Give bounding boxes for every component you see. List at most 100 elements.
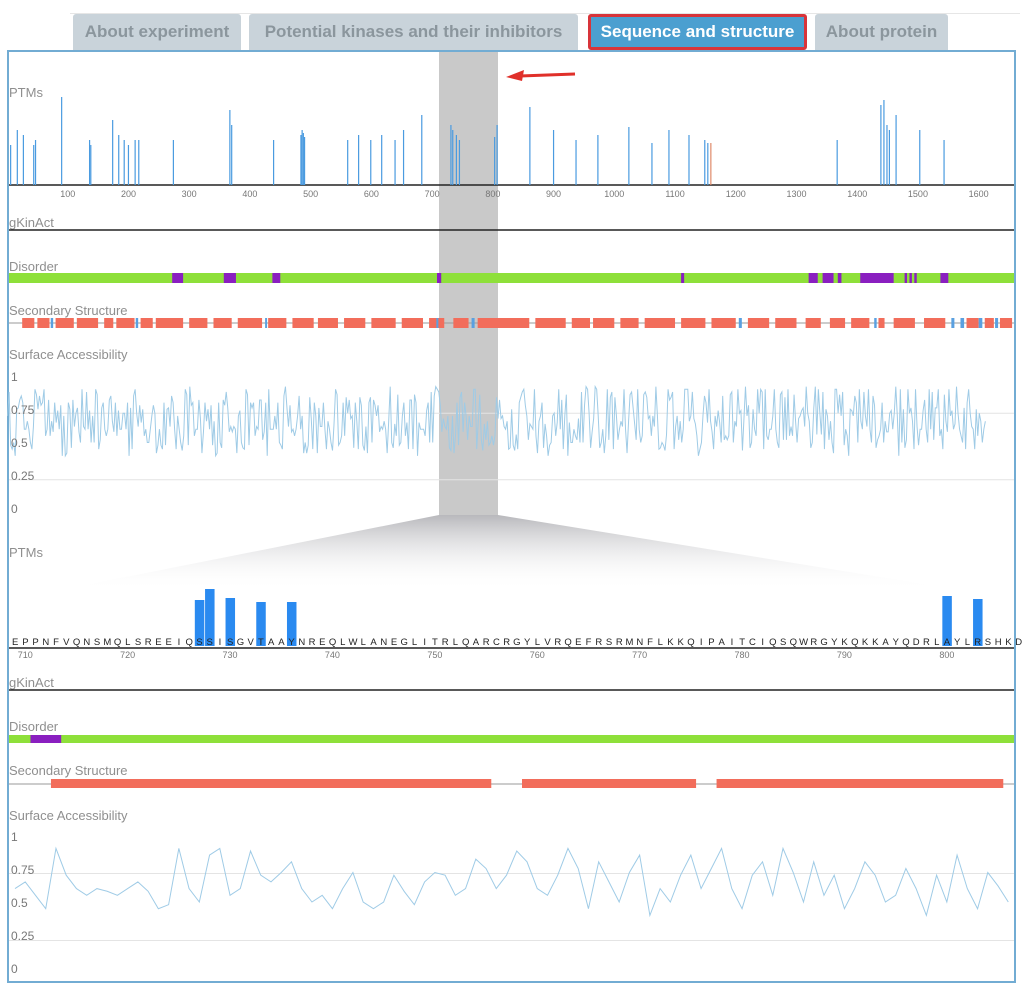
helix-segment: [747, 318, 770, 328]
sequence-residue: S: [780, 637, 786, 648]
overview-secondary-label: Secondary Structure: [9, 303, 128, 318]
sequence-residue: I: [423, 637, 426, 648]
sequence-residue: N: [636, 637, 643, 648]
sequence-residue: L: [453, 637, 458, 648]
annotation-arrow-icon: [506, 70, 576, 81]
sequence-residue: G: [820, 637, 827, 648]
sequence-residue: I: [731, 637, 734, 648]
helix-segment: [984, 318, 994, 328]
helix-segment: [477, 318, 530, 328]
disorder-segment: [904, 273, 908, 283]
ptm-site-mark: [529, 107, 531, 185]
ptm-site-mark: [494, 137, 496, 185]
sequence-residue: G: [401, 637, 408, 648]
helix-segment: [155, 318, 184, 328]
overview-x-tick: 900: [546, 189, 561, 199]
tab-sequence-and-structure[interactable]: Sequence and structure: [588, 14, 807, 50]
sequence-residue: D: [1015, 637, 1022, 648]
sequence-residue: K: [1005, 637, 1012, 648]
sequence-residue: A: [268, 637, 275, 648]
sequence-residue: E: [166, 637, 172, 648]
sequence-residue: S: [94, 637, 100, 648]
ptm-site-mark: [370, 140, 372, 185]
sequence-residue: R: [483, 637, 490, 648]
ptm-site-mark: [229, 110, 231, 185]
sequence-residue: K: [667, 637, 674, 648]
ptm-site-mark: [880, 105, 882, 185]
sequence-residue: L: [535, 637, 540, 648]
detail-x-tick: 750: [427, 650, 442, 660]
disorder-segment: [272, 273, 281, 283]
tab-potential-kinases[interactable]: Potential kinases and their inhibitors: [249, 14, 578, 50]
ptm-site-mark: [381, 135, 383, 185]
detail-x-tick: 720: [120, 650, 135, 660]
helix-segment: [116, 318, 135, 328]
sequence-residue: Q: [790, 637, 797, 648]
sequence-residue: Q: [902, 637, 909, 648]
ptm-site-bar: [256, 602, 266, 646]
overview-x-tick: 300: [182, 189, 197, 199]
sequence-residue: R: [442, 637, 449, 648]
helix-segment: [50, 779, 492, 788]
overview-gkinact-label: gKinAct: [9, 215, 54, 230]
detail-secondary-label: Secondary Structure: [9, 763, 128, 778]
ptm-site-mark: [883, 100, 885, 185]
helix-segment: [213, 318, 232, 328]
sequence-residue: R: [554, 637, 561, 648]
disorder-segment: [30, 735, 62, 743]
helix-segment: [292, 318, 314, 328]
sequence-residue: I: [178, 637, 181, 648]
sequence-residue: Q: [687, 637, 694, 648]
detail-x-tick: 710: [18, 650, 33, 660]
sequence-residue: Q: [564, 637, 571, 648]
ptm-site-mark: [123, 140, 125, 185]
ptm-site-mark: [575, 140, 577, 185]
detail-y-tick: 0.25: [11, 929, 35, 943]
ptm-site-mark: [16, 130, 18, 185]
sequence-residue: I: [700, 637, 703, 648]
helix-segment: [22, 318, 35, 328]
detail-x-tick: 730: [223, 650, 238, 660]
overview-x-tick: 1400: [847, 189, 867, 199]
overview-y-tick: 0: [11, 502, 18, 516]
sequence-residue: Q: [114, 637, 121, 648]
overview-x-tick: 800: [485, 189, 500, 199]
ptm-site-mark: [919, 130, 921, 185]
sequence-residue: L: [125, 637, 130, 648]
disorder-segment: [909, 273, 912, 283]
tab-about-protein[interactable]: About protein: [815, 14, 948, 50]
sequence-residue: K: [872, 637, 879, 648]
strand-segment: [436, 318, 439, 328]
sequence-residue: Y: [831, 637, 838, 648]
sequence-residue: V: [247, 637, 254, 648]
helix-segment: [104, 318, 114, 328]
ptm-site-mark: [668, 130, 670, 185]
helix-segment: [37, 318, 50, 328]
ptm-site-bar: [973, 599, 983, 646]
helix-segment: [401, 318, 424, 328]
sequence-residue: A: [473, 637, 480, 648]
overview-y-tick: 0.25: [11, 469, 35, 483]
helix-segment: [268, 318, 287, 328]
sequence-residue: Q: [73, 637, 80, 648]
ptm-site-bar: [225, 598, 236, 646]
sequence-residue: N: [42, 637, 49, 648]
helix-segment: [924, 318, 946, 328]
overview-x-tick: 100: [60, 189, 75, 199]
tab-about-experiment[interactable]: About experiment: [73, 14, 241, 50]
sequence-residue: Q: [186, 637, 193, 648]
strand-segment: [135, 318, 139, 328]
ptm-site-mark: [22, 135, 24, 185]
ptm-site-mark: [172, 140, 174, 185]
sequence-structure-panel: [7, 50, 1016, 983]
sequence-residue: T: [739, 637, 745, 648]
disorder-segment: [681, 273, 685, 283]
overview-x-tick: 500: [303, 189, 318, 199]
helix-segment: [893, 318, 915, 328]
sequence-residue: E: [155, 637, 161, 648]
detail-x-tick: 760: [530, 650, 545, 660]
sequence-residue: R: [616, 637, 623, 648]
sequence-residue: E: [319, 637, 325, 648]
overview-x-tick: 400: [242, 189, 257, 199]
